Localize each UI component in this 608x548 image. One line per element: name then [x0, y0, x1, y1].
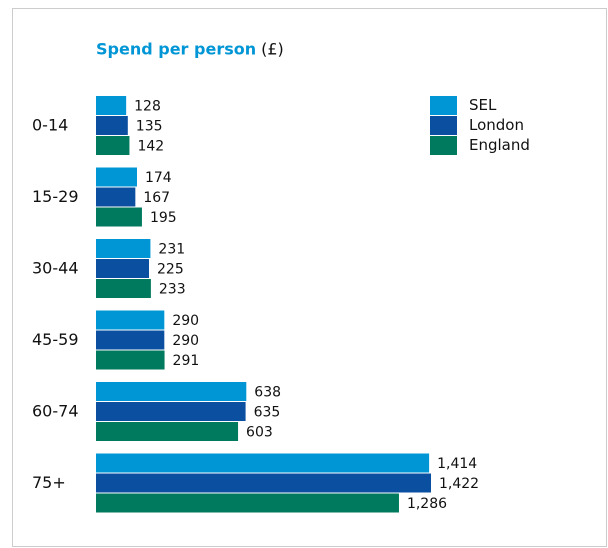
- bar: [96, 96, 127, 115]
- bar: [96, 473, 431, 493]
- legend-swatch: [430, 116, 457, 135]
- value-label: 1,286: [407, 496, 447, 512]
- legend-swatch: [430, 96, 457, 115]
- bar: [96, 350, 165, 370]
- bar: [96, 382, 247, 401]
- frame: [12, 8, 607, 547]
- value-label: 635: [254, 405, 281, 421]
- value-label: 167: [143, 190, 170, 206]
- category-label: 15-29: [32, 187, 79, 206]
- value-label: 225: [157, 262, 184, 278]
- value-label: 638: [254, 385, 281, 401]
- bar: [96, 310, 165, 330]
- bar: [96, 330, 165, 350]
- value-label: 195: [150, 210, 177, 226]
- bar: [96, 402, 246, 421]
- bar: [96, 259, 150, 278]
- legend-swatch: [430, 136, 457, 155]
- legend-label: England: [469, 136, 530, 154]
- bar: [96, 453, 430, 473]
- category-label: 0-14: [32, 116, 68, 135]
- value-label: 290: [172, 313, 199, 329]
- value-label: 128: [134, 99, 161, 115]
- value-label: 174: [145, 170, 172, 186]
- category-label: 60-74: [32, 402, 79, 421]
- bar: [96, 136, 130, 155]
- value-label: 603: [246, 425, 273, 441]
- title-unit: (£): [261, 40, 284, 59]
- value-label: 142: [137, 139, 164, 155]
- bar: [96, 167, 137, 187]
- value-label: 1,422: [439, 476, 479, 492]
- category-label: 30-44: [32, 259, 79, 278]
- bar: [96, 207, 142, 227]
- chart-title: Spend per person: [96, 40, 256, 59]
- bar: [96, 493, 399, 513]
- bar: [96, 239, 151, 258]
- bar: [96, 279, 151, 298]
- value-label: 135: [136, 119, 163, 135]
- value-label: 1,414: [437, 456, 477, 472]
- bar: [96, 116, 128, 135]
- bar: [96, 187, 136, 207]
- value-label: 291: [173, 353, 200, 369]
- category-label: 45-59: [32, 330, 79, 349]
- category-label: 75+: [32, 473, 66, 492]
- value-label: 290: [172, 333, 199, 349]
- legend-label: SEL: [469, 96, 497, 114]
- value-label: 231: [158, 242, 185, 258]
- legend-label: London: [469, 116, 524, 134]
- bar: [96, 422, 239, 441]
- value-label: 233: [159, 282, 186, 298]
